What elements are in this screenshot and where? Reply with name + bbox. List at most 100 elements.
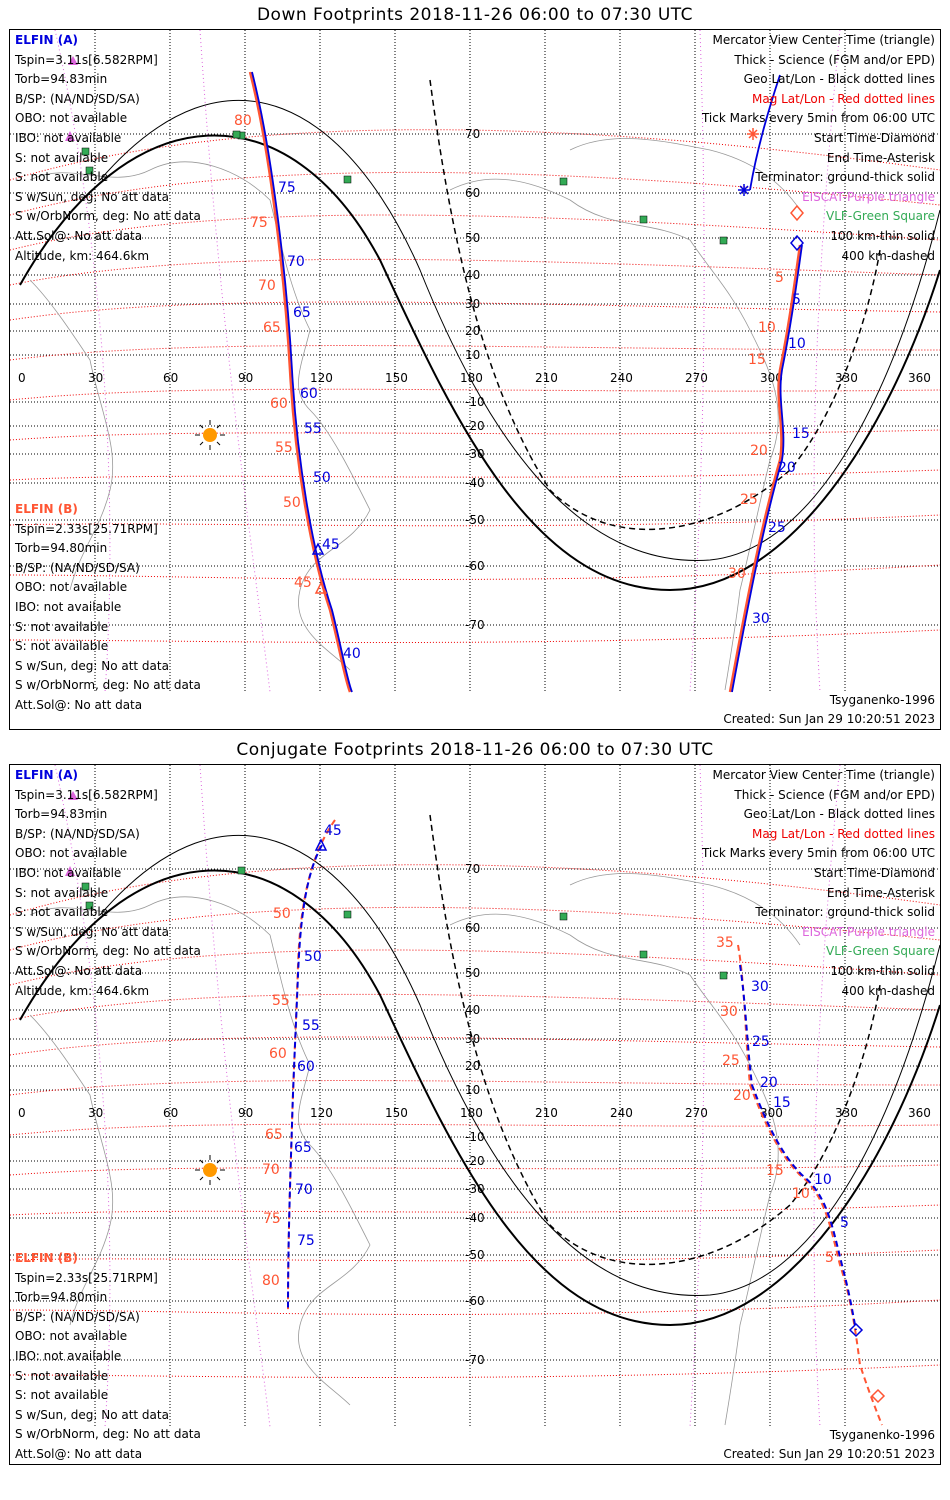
tick-label: 60 <box>300 386 318 402</box>
lat-tick-label: 50 <box>465 966 480 980</box>
elfin-a-ticks-west: 45 50 55 60 65 70 75 <box>294 823 342 1249</box>
vlf-square <box>343 910 352 919</box>
tick-label: 55 <box>302 1018 320 1034</box>
info-line: OBO: not available <box>15 580 128 595</box>
lon-tick-label: 300 <box>760 371 783 385</box>
end-asterisk-b <box>747 128 759 140</box>
info-line: B/SP: (NA/ND/SD/SA) <box>15 1309 140 1324</box>
lon-tick-label: 270 <box>685 371 708 385</box>
model-label: Tsyganenko-1996 <box>829 693 935 707</box>
legend-item: Mag Lat/Lon - Red dotted lines <box>751 91 935 106</box>
info-line: S w/Sun, deg: No att data <box>15 658 169 673</box>
lat-tick-label: 60 <box>465 186 480 200</box>
info-line: Att.Sol@: No att data <box>15 228 143 243</box>
elfin-a-track-west <box>287 844 323 1311</box>
terminator-100km <box>99 100 940 561</box>
legend-item: EISCAT-Purple triangle <box>802 924 935 939</box>
tick-label: 30 <box>752 611 770 627</box>
lat-tick-label: -60 <box>465 1294 485 1308</box>
eiscat-triangle <box>65 131 75 141</box>
start-diamond-a <box>848 1322 864 1338</box>
info-line: Torb=94.83min <box>15 807 108 822</box>
info-line: Tspin=2.33s[25.71RPM] <box>15 521 158 536</box>
legend-item: Mercator View Center Time (triangle) <box>712 768 935 782</box>
vlf-square <box>237 866 246 875</box>
lon-tick-label: 30 <box>88 371 103 385</box>
lon-tick-label: 60 <box>163 371 178 385</box>
tick-label: 10 <box>814 1172 832 1188</box>
elfin-b-header: ELFIN (B) <box>15 502 78 516</box>
tick-label: 30 <box>728 566 746 582</box>
vlf-stations <box>81 866 728 980</box>
tick-label: 15 <box>766 1163 784 1179</box>
info-line: Torb=94.83min <box>15 72 108 87</box>
elfin-b-track-east <box>728 244 802 693</box>
lon-tick-label: 330 <box>835 1106 858 1120</box>
lat-tick-label: 70 <box>465 862 480 876</box>
lon-tick-label: 90 <box>238 371 253 385</box>
tick-label: 70 <box>287 254 305 270</box>
elfin-a-track-north <box>749 74 781 191</box>
tick-label: 45 <box>324 823 342 839</box>
lon-axis-labels: 0 30 60 90 120 150 180 210 240 270 300 3… <box>18 1106 931 1120</box>
lat-tick-label: 10 <box>465 1083 480 1097</box>
legend-item: VLF-Green Square <box>826 944 935 959</box>
lon-tick-label: 0 <box>18 371 26 385</box>
legend-item: Start Time-Diamond <box>813 130 935 145</box>
elfin-a-track-east <box>739 964 857 1331</box>
elfin-a-ticks-east: 5 10 15 20 25 30 <box>752 292 810 627</box>
geo-grid <box>10 30 940 692</box>
elfin-a-track-west <box>251 71 353 693</box>
info-line: S: not available <box>15 619 109 634</box>
tick-label: 10 <box>792 1186 810 1202</box>
lat-tick-label: 30 <box>465 297 480 311</box>
legend-item: End Time-Asterisk <box>826 150 935 165</box>
legend-item: Mag Lat/Lon - Red dotted lines <box>751 826 935 841</box>
tick-label: 15 <box>792 426 810 442</box>
info-line: S: not available <box>15 639 109 654</box>
lat-tick-label: 30 <box>465 1032 480 1046</box>
lat-tick-label: -30 <box>465 447 485 461</box>
elfin-b-track-west <box>248 71 352 693</box>
tick-label: 65 <box>265 1127 283 1143</box>
legend-item: 100 km-thin solid <box>830 963 935 978</box>
info-line: IBO: not available <box>15 1348 122 1363</box>
info-line: IBO: not available <box>15 130 122 145</box>
eiscat-triangle <box>68 56 78 65</box>
lat-tick-label: 20 <box>465 1059 480 1073</box>
start-diamond-b <box>870 1388 886 1404</box>
lon-tick-label: 120 <box>310 371 333 385</box>
info-line: Att.Sol@: No att data <box>15 1446 143 1461</box>
info-line: B/SP: (NA/ND/SD/SA) <box>15 560 140 575</box>
tick-label: 70 <box>258 278 276 294</box>
lon-tick-label: 360 <box>908 371 931 385</box>
elfin-a-info: ELFIN (A) Tspin=3.11s[6.582RPM] Torb=94.… <box>15 766 201 1001</box>
info-line: Torb=94.80min <box>15 1290 108 1305</box>
mag-grid <box>10 129 940 643</box>
tick-label: 80 <box>262 1273 280 1289</box>
info-line: S w/Sun, deg: No att data <box>15 924 169 939</box>
tick-label: 50 <box>304 949 322 965</box>
tick-label: 5 <box>792 292 801 308</box>
info-line: OBO: not available <box>15 846 128 861</box>
tick-label: 60 <box>297 1059 315 1075</box>
lat-axis-labels: 70 60 50 40 30 20 10 -10 -20 -30 -40 -50… <box>465 862 485 1367</box>
vlf-square <box>559 177 568 186</box>
legend-item: EISCAT-Purple triangle <box>802 189 935 204</box>
tick-label: 25 <box>740 492 758 508</box>
end-asterisk-a <box>738 184 750 196</box>
eiscat-meridians <box>54 30 841 693</box>
tick-label: 15 <box>773 1095 791 1111</box>
tick-label: 5 <box>840 1215 849 1231</box>
info-line: B/SP: (NA/ND/SD/SA) <box>15 826 140 841</box>
vlf-square <box>232 130 241 139</box>
tick-label: 20 <box>733 1088 751 1104</box>
info-line: S w/Sun, deg: No att data <box>15 1407 169 1422</box>
eiscat-sites <box>65 56 78 141</box>
info-line: Att.Sol@: No att data <box>15 697 143 712</box>
map-canvas-conjugate: 0 30 60 90 120 150 180 210 240 270 300 3… <box>10 765 940 1428</box>
lat-tick-label: -10 <box>465 1130 485 1144</box>
elfin-b-header: ELFIN (B) <box>15 1251 78 1265</box>
info-line: Altitude, km: 464.6km <box>15 983 150 998</box>
panel-title-down: Down Footprints 2018-11-26 06:00 to 07:3… <box>256 5 694 25</box>
